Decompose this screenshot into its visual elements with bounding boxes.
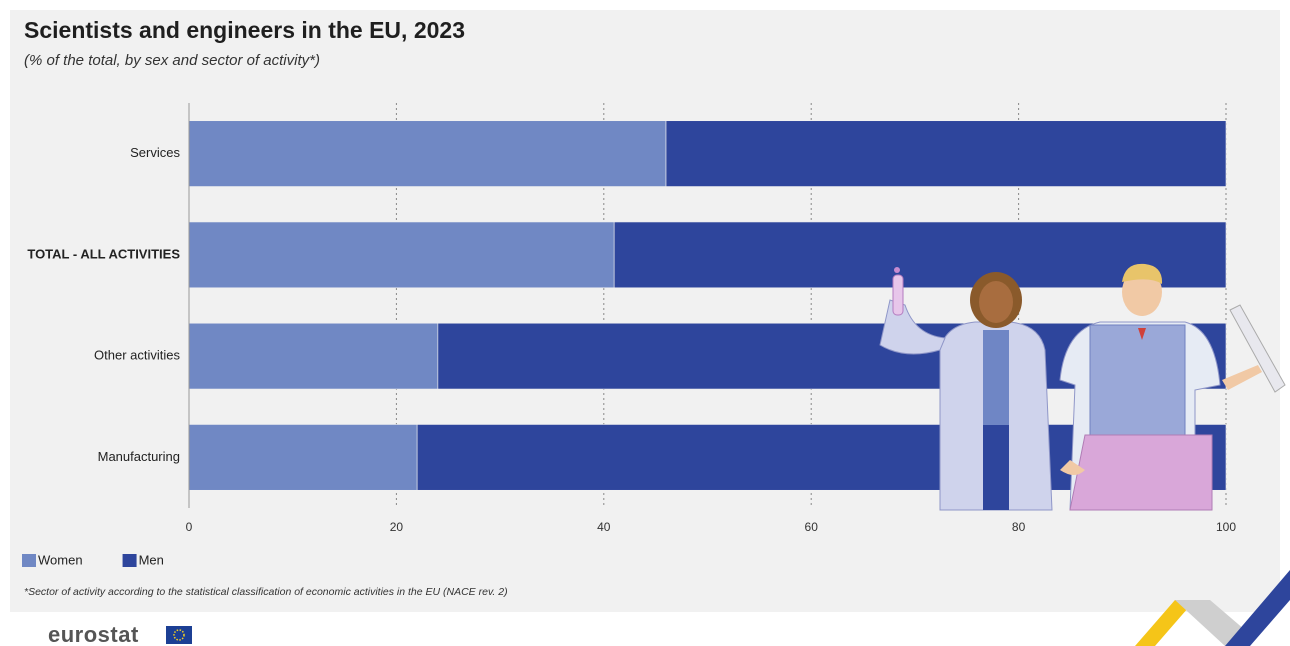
x-tick-label: 40: [597, 520, 611, 534]
bar-segment: [665, 120, 1227, 187]
chart-title: Scientists and engineers in the EU, 2023: [24, 17, 465, 43]
legend: Women Men: [22, 552, 164, 567]
x-tick-label: 100: [1216, 520, 1236, 534]
footnote: *Sector of activity according to the sta…: [24, 586, 508, 598]
bar-segment: [188, 424, 418, 491]
legend-swatch: [22, 554, 36, 567]
panel-background: [10, 10, 1280, 612]
illustration: [879, 263, 1286, 511]
x-tick-label: 20: [390, 520, 404, 534]
eu-flag: [166, 626, 192, 644]
bar-segment: [613, 221, 1227, 289]
legend-swatch: [122, 554, 137, 567]
x-tick-label: 0: [186, 520, 193, 534]
bar-segment: [188, 221, 615, 289]
bar-segment: [188, 120, 667, 187]
legend-label: Women: [38, 552, 83, 567]
eu-stars: [173, 629, 185, 641]
grid: 0 20 40 60 80 100: [186, 103, 1236, 534]
source-logo: eurostat: [48, 622, 139, 646]
x-tick-label: 80: [1012, 520, 1026, 534]
corner-decoration: [1135, 570, 1290, 646]
y-tick-label: Other activities: [94, 348, 180, 363]
legend-label: Men: [139, 552, 164, 567]
chart-subtitle: (% of the total, by sex and sector of ac…: [24, 52, 320, 69]
y-tick-label: TOTAL - ALL ACTIVITIES: [27, 246, 180, 261]
x-tick-label: 60: [805, 520, 819, 534]
bar-segment: [188, 322, 439, 390]
y-tick-label: Manufacturing: [98, 449, 180, 464]
y-tick-label: Services: [130, 145, 180, 160]
